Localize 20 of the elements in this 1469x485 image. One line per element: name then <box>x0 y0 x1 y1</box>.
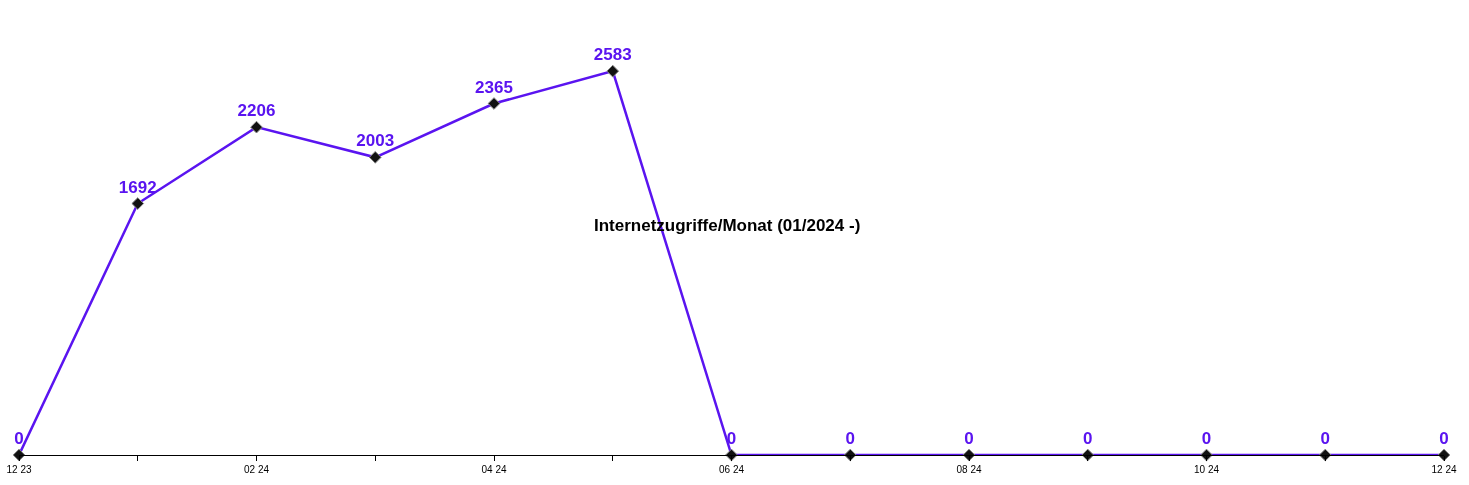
x-tick-label: 12 24 <box>1431 464 1457 475</box>
data-label: 0 <box>1439 429 1449 449</box>
x-tick-label: 12 23 <box>6 464 32 475</box>
data-label: 2365 <box>475 77 513 97</box>
data-label: 0 <box>1083 429 1093 449</box>
x-tick-label: 10 24 <box>1193 464 1220 475</box>
data-label: 0 <box>964 429 974 449</box>
data-label: 2206 <box>237 101 276 121</box>
data-label: 0 <box>14 429 24 449</box>
data-label: 2003 <box>356 131 395 151</box>
data-label: 0 <box>1320 429 1330 449</box>
x-tick-label: 02 24 <box>243 464 270 475</box>
data-label: 1692 <box>118 177 157 197</box>
x-tick-label: 06 24 <box>718 464 745 475</box>
x-tick-label: 04 24 <box>481 464 507 475</box>
data-label: 0 <box>1201 429 1212 449</box>
data-label: 0 <box>726 429 737 449</box>
data-label: 2583 <box>593 45 632 65</box>
x-tick-label: 08 24 <box>956 464 982 475</box>
data-label: 0 <box>845 429 855 449</box>
